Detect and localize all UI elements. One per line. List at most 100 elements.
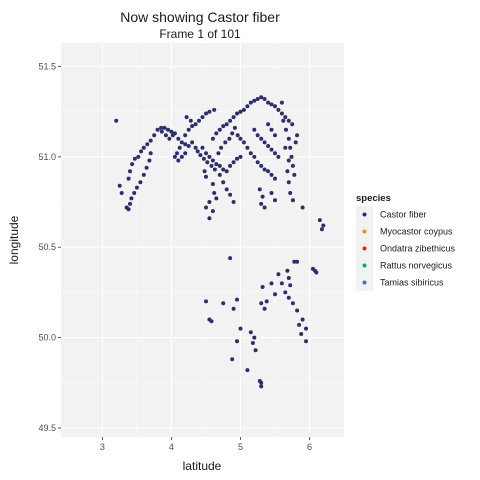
data-point	[285, 169, 290, 174]
data-point	[273, 104, 277, 109]
data-point	[179, 154, 184, 159]
data-point	[245, 368, 250, 373]
data-point	[262, 205, 267, 210]
data-point	[266, 144, 271, 148]
legend-key-marker	[362, 280, 367, 285]
data-point	[166, 127, 170, 132]
data-point	[288, 145, 293, 150]
data-point	[238, 154, 243, 159]
data-point	[176, 158, 181, 163]
legend-key-marker	[362, 212, 367, 217]
data-point	[235, 156, 239, 161]
data-point	[183, 142, 188, 147]
data-point	[228, 256, 233, 261]
y-tick-label: 51.5	[38, 61, 56, 71]
data-point	[293, 140, 298, 145]
data-point	[248, 151, 253, 156]
data-point	[248, 100, 253, 105]
data-point	[214, 162, 219, 167]
data-point	[255, 97, 260, 101]
data-point	[207, 216, 212, 221]
data-point	[279, 281, 284, 286]
data-point	[279, 111, 284, 116]
data-point	[235, 133, 240, 138]
data-point	[304, 326, 308, 331]
data-point	[286, 118, 291, 123]
data-point	[186, 144, 191, 148]
data-point	[253, 348, 258, 353]
data-point	[130, 162, 135, 167]
data-point	[148, 151, 153, 156]
data-point	[286, 180, 291, 185]
data-point	[207, 200, 212, 204]
data-point	[257, 379, 262, 383]
data-point	[126, 176, 131, 181]
data-point	[262, 97, 267, 101]
x-axis-label: latitude	[183, 459, 222, 473]
data-point	[241, 107, 246, 112]
data-point	[193, 145, 198, 150]
y-tick-label: 50.5	[38, 242, 56, 252]
data-point	[285, 268, 290, 273]
data-point	[144, 165, 149, 170]
legend-entry-label: Ondatra zibethicus	[380, 244, 456, 254]
data-point	[183, 133, 188, 138]
data-point	[212, 191, 217, 195]
legend-title: species	[356, 193, 391, 204]
axis-ticks: 3 4 5 6 49.5 50.0 50.5 51.0 51.5	[38, 61, 312, 452]
legend-key-marker	[362, 229, 367, 234]
data-point	[198, 153, 203, 158]
data-point	[141, 172, 146, 177]
data-point	[292, 172, 297, 177]
data-point	[128, 201, 132, 206]
data-point	[262, 167, 267, 172]
data-point	[273, 198, 277, 203]
data-point	[252, 154, 257, 159]
data-point	[193, 122, 198, 127]
minor-gridlines	[61, 43, 344, 437]
data-point	[248, 330, 253, 335]
data-point	[295, 259, 300, 264]
data-point	[214, 196, 219, 201]
data-point	[238, 326, 243, 331]
data-point	[170, 133, 175, 138]
data-point	[210, 209, 215, 214]
data-point	[134, 185, 139, 190]
data-point	[190, 124, 195, 129]
legend-entry-label: Tamias sibiricus	[380, 278, 444, 288]
data-point	[299, 332, 304, 336]
data-point	[269, 281, 274, 286]
legend-entry-label: Rattus norvegicus	[380, 261, 453, 271]
data-point	[132, 191, 137, 195]
data-point	[221, 180, 226, 185]
data-point	[224, 187, 229, 192]
data-point	[200, 145, 205, 150]
x-tick-label: 5	[238, 442, 243, 452]
data-point	[224, 122, 229, 127]
data-point	[245, 104, 250, 109]
data-point	[152, 133, 157, 138]
y-tick-label: 50.0	[38, 333, 56, 343]
data-point	[210, 136, 215, 141]
data-point	[259, 163, 264, 168]
data-point	[276, 154, 281, 159]
data-point	[210, 158, 215, 163]
data-point	[223, 140, 228, 145]
x-tick-label: 3	[100, 442, 105, 452]
chart-subtitle: Frame 1 of 101	[159, 27, 241, 41]
data-point	[200, 115, 205, 120]
data-point	[276, 107, 281, 112]
data-point	[269, 147, 274, 152]
data-point	[300, 317, 305, 322]
data-point	[139, 149, 144, 154]
data-point	[186, 127, 191, 132]
data-point	[235, 339, 239, 344]
data-points	[114, 95, 326, 389]
data-point	[231, 200, 236, 204]
data-point	[264, 299, 269, 304]
data-point	[188, 118, 193, 123]
data-point	[227, 136, 232, 141]
data-point	[230, 357, 235, 362]
data-point	[290, 163, 295, 168]
